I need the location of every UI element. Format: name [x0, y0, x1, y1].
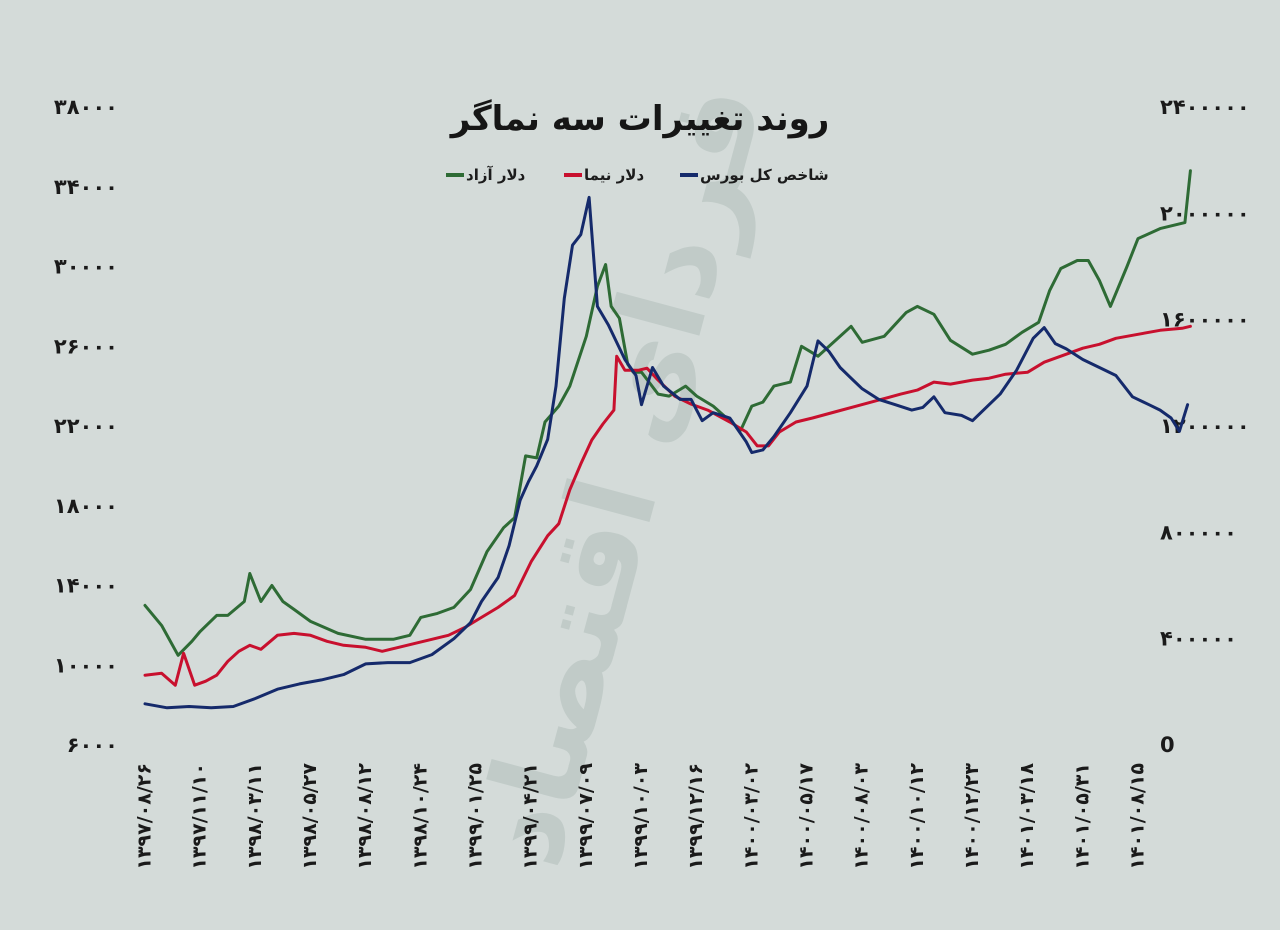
- x-tick-label: ۱۳۹۷/۱۱/۱۰: [189, 763, 211, 870]
- x-tick-label: ۱۴۰۱/۰۳/۱۸: [1016, 763, 1038, 870]
- x-tick-label: ۱۴۰۰/۰۳/۰۲: [740, 763, 762, 870]
- series-line-free-dollar: [143, 169, 1192, 657]
- chart-title: روند تغییرات سه نماگر: [449, 99, 830, 139]
- y-right-tick-label: ۱۲۰۰۰۰۰: [1160, 414, 1250, 438]
- x-axis: ۱۳۹۷/۰۸/۲۶ ۱۳۹۷/۱۱/۱۰ ۱۳۹۸/۰۳/۱۱ ۱۳۹۸/۰۵/۲۷…: [134, 763, 1149, 870]
- legend-label: شاخص کل بورس: [700, 166, 829, 184]
- x-tick-label: ۱۴۰۰/۱۰/۱۲: [906, 763, 928, 870]
- legend-label: دلار نیما: [584, 166, 644, 184]
- x-tick-label: ۱۳۹۸/۰۵/۲۷: [299, 763, 321, 870]
- x-tick-label: ۱۴۰۰/۰۸/۰۳: [851, 763, 873, 870]
- y-right-tick-label: 0: [1160, 733, 1175, 757]
- y-right-tick-label: ۲۰۰۰۰۰۰: [1160, 201, 1250, 225]
- x-tick-label: ۱۳۹۸/۰۸/۱۲: [354, 763, 376, 870]
- y-left-tick-label: ۳۰۰۰۰: [54, 255, 118, 279]
- y-left-tick-label: ۱۸۰۰۰: [54, 494, 118, 518]
- x-tick-label: ۱۳۹۹/۰۱/۲۵: [465, 763, 487, 870]
- legend-item-free-dollar: دلار آزاد: [446, 166, 526, 184]
- y-left-tick-label: ۱۰۰۰۰: [54, 653, 118, 677]
- x-tick-label: ۱۴۰۱/۰۵/۳۱: [1071, 763, 1093, 870]
- y-right-tick-label: ۴۰۰۰۰۰: [1160, 627, 1237, 651]
- legend-item-stock-index: شاخص کل بورس: [680, 166, 829, 184]
- x-tick-label: ۱۳۹۹/۰۴/۲۱: [520, 763, 542, 870]
- series-line-nima-dollar: [143, 324, 1192, 687]
- y-left-tick-label: ۲۶۰۰۰: [54, 334, 118, 358]
- legend: دلار آزاد دلار نیما شاخص کل بورس: [446, 166, 829, 184]
- series-group: [143, 169, 1192, 710]
- y-left-tick-label: ۶۰۰۰: [67, 733, 118, 757]
- y-left-tick-label: ۱۴۰۰۰: [54, 574, 118, 598]
- y-left-tick-label: ۳۴۰۰۰: [54, 175, 118, 199]
- y-right-tick-label: ۸۰۰۰۰۰: [1160, 520, 1237, 544]
- y-left-tick-label: ۳۸۰۰۰: [54, 95, 118, 119]
- legend-item-nima-dollar: دلار نیما: [564, 166, 644, 184]
- x-tick-label: ۱۴۰۰/۱۲/۲۳: [961, 763, 983, 870]
- x-tick-label: ۱۳۹۹/۰۷/۰۹: [575, 763, 597, 870]
- x-tick-label: ۱۳۹۸/۱۰/۲۴: [409, 763, 431, 870]
- watermark: فردای اقتصاد: [449, 70, 791, 880]
- x-tick-label: ۱۴۰۰/۰۵/۱۷: [796, 763, 818, 870]
- x-tick-label: ۱۳۹۷/۰۸/۲۶: [134, 763, 156, 870]
- series-line-stock-index: [143, 195, 1190, 710]
- x-tick-label: ۱۳۹۹/۱۲/۱۶: [685, 763, 707, 870]
- y-axis-left: ۶۰۰۰ ۱۰۰۰۰ ۱۴۰۰۰ ۱۸۰۰۰ ۲۲۰۰۰ ۲۶۰۰۰ ۳۰۰۰۰ ۳۴۰۰۰ ۳…: [54, 95, 118, 757]
- x-tick-label: ۱۳۹۹/۱۰/۰۳: [630, 763, 652, 870]
- x-tick-label: ۱۴۰۱/۰۸/۱۵: [1127, 763, 1149, 870]
- y-axis-right: 0۴۰۰۰۰۰۸۰۰۰۰۰۱۲۰۰۰۰۰۱۶۰۰۰۰۰۲۰۰۰۰۰۰۲۴۰۰۰۰…: [1160, 95, 1250, 757]
- y-right-tick-label: ۲۴۰۰۰۰۰: [1160, 95, 1250, 119]
- legend-label: دلار آزاد: [466, 166, 526, 184]
- x-tick-label: ۱۳۹۸/۰۳/۱۱: [244, 763, 266, 870]
- y-left-tick-label: ۲۲۰۰۰: [54, 414, 118, 438]
